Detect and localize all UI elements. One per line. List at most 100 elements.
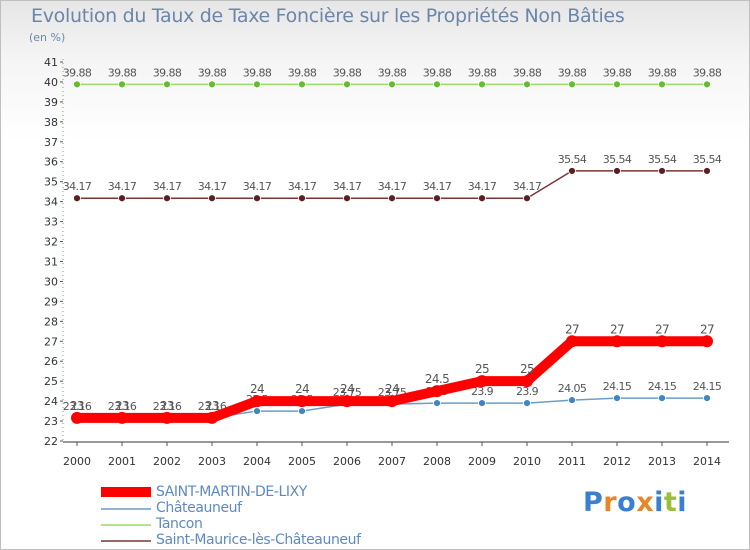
data-label: 35.54 [648,153,677,166]
data-label: 39.88 [513,66,542,79]
data-point [703,167,711,175]
data-label: 34.17 [63,180,92,193]
logo-letter: x [636,487,655,518]
data-point [251,395,263,408]
chart-title: Evolution du Taux de Taxe Foncière sur l… [31,5,625,27]
data-label: 39.88 [153,66,182,79]
data-point [253,407,261,415]
legend-item-chateauneuf: Châteauneuf [101,500,431,516]
x-tick-label: 2002 [153,455,181,468]
data-point [613,167,621,175]
legend-swatch-saint-martin [101,487,151,497]
y-tick-label: 35 [44,176,58,189]
data-label: 35.54 [558,153,587,166]
data-point [523,194,531,203]
data-label: 39.88 [243,66,272,79]
y-tick-label: 38 [44,116,58,129]
data-label: 39.88 [63,66,92,79]
legend-label: Châteauneuf [156,500,242,516]
data-point [613,394,621,403]
y-tick-label: 33 [44,216,58,229]
logo-letter: o [617,487,637,518]
data-label: 24.15 [603,380,632,393]
data-point [298,194,306,203]
data-label: 23 [70,399,84,413]
x-tick-label: 2005 [288,455,316,468]
x-tick-label: 2010 [513,455,541,468]
y-tick-label: 24 [44,395,58,408]
x-tick-label: 2004 [243,455,271,468]
x-tick-label: 2007 [378,455,406,468]
y-tick-label: 34 [44,196,58,209]
data-point [341,395,353,408]
data-point [431,385,443,398]
data-point [163,194,171,203]
data-label: 24 [295,382,309,396]
legend-label: Saint-Maurice-lès-Châteauneuf [156,532,361,548]
data-point [388,194,396,203]
y-tick-label: 39 [44,96,58,109]
data-point [478,194,486,203]
data-label: 27 [700,322,714,336]
data-label: 24.15 [693,380,722,393]
data-label: 24 [385,382,399,396]
data-point [703,394,711,403]
data-point [116,411,128,424]
x-tick-label: 2006 [333,455,361,468]
data-label: 39.88 [378,66,407,79]
x-tick-label: 2009 [468,455,496,468]
data-label: 24 [250,382,264,396]
data-point [658,167,666,175]
y-tick-label: 22 [44,435,58,448]
data-point [343,194,351,203]
data-point [613,80,621,89]
data-point [521,375,533,388]
y-tick-label: 31 [44,255,58,268]
data-point [523,399,531,408]
x-tick-label: 2014 [693,455,721,468]
data-label: 34.17 [378,180,407,193]
y-tick-label: 25 [44,375,58,388]
data-point [701,335,713,348]
data-point [656,335,668,348]
data-label: 27 [565,322,579,336]
data-point [163,80,171,89]
data-label: 39.88 [693,66,722,79]
legend-item-saint-martin: SAINT-MARTIN-DE-LIXY [101,484,431,500]
legend: SAINT-MARTIN-DE-LIXY Châteauneuf Tancon … [101,484,431,548]
data-point [73,194,81,203]
data-point [611,335,623,348]
y-tick-label: 41 [44,56,58,69]
data-label: 34.17 [198,180,227,193]
data-label: 39.88 [468,66,497,79]
logo-letter: r [603,487,618,518]
y-unit-label: (en %) [29,31,66,44]
data-point [118,194,126,203]
legend-item-saint-maurice: Saint-Maurice-lès-Châteauneuf [101,532,431,548]
y-tick-label: 37 [44,136,58,149]
legend-label: Tancon [156,516,203,532]
data-label: 23.16 [108,400,137,413]
data-label: 25 [520,362,534,376]
legend-swatch-tancon [101,524,151,526]
data-label: 39.88 [648,66,677,79]
y-tick-label: 29 [44,295,58,308]
data-label: 24.15 [648,380,677,393]
data-point [388,80,396,89]
data-label: 34.17 [423,180,452,193]
y-tick-label: 32 [44,236,58,249]
data-label: 35.54 [603,153,632,166]
data-label: 23 [160,399,174,413]
data-point [73,80,81,89]
data-point [386,395,398,408]
data-label: 23 [205,399,219,413]
data-point [206,411,218,424]
data-point [703,80,711,89]
y-tick-label: 28 [44,315,58,328]
logo-letter: t [663,487,678,518]
data-label: 34.17 [513,180,542,193]
data-label: 23.16 [63,400,92,413]
data-point [253,194,261,203]
